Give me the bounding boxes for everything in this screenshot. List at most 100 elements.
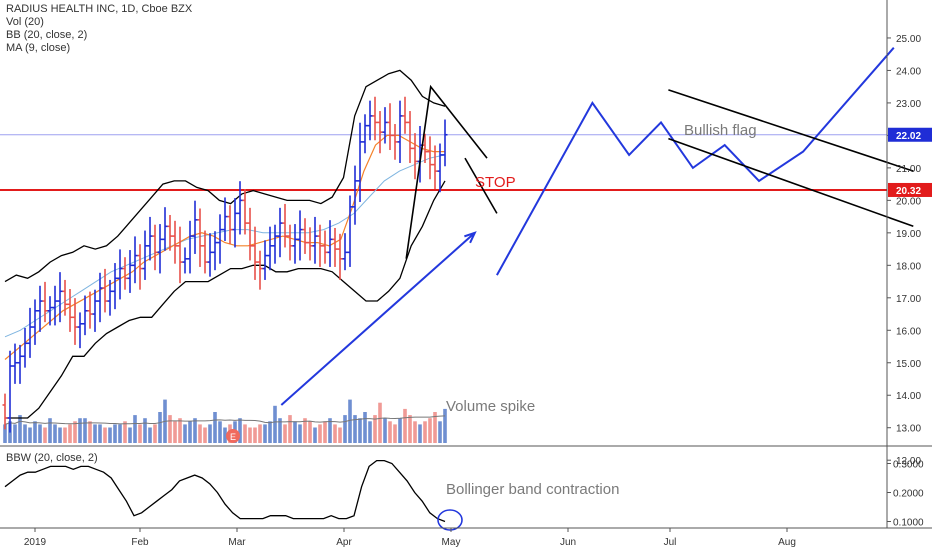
ohlc-bar — [252, 226, 258, 280]
bb-contraction-annotation: Bollinger band contraction — [446, 481, 619, 498]
bullish-flag-annotation: Bullish flag — [684, 122, 757, 139]
volume-bar — [208, 424, 212, 443]
bullish-flag-path — [496, 47, 895, 276]
volume-bar — [213, 412, 217, 443]
symbol-line: RADIUS HEALTH INC, 1D, Cboe BZX — [6, 3, 193, 15]
ohlc-bar — [22, 328, 28, 368]
ohlc-bar — [442, 119, 448, 167]
ohlc-bar — [217, 214, 223, 264]
volume-bar — [308, 421, 312, 443]
volume-bar — [263, 424, 267, 443]
ohlc-bar — [42, 281, 48, 323]
ohlc-bar — [267, 226, 273, 271]
trend-arrow-head — [464, 231, 477, 244]
legend-vol: Vol (20) — [6, 16, 44, 28]
ohlc-bar — [117, 249, 123, 300]
ohlc-bar — [2, 393, 8, 430]
price-tick-label: 24.00 — [896, 66, 921, 77]
bbw-tick-label: 0.3000 — [893, 460, 924, 471]
volume-bar — [313, 427, 317, 443]
last-price-box — [888, 127, 932, 142]
volume-bar — [388, 421, 392, 443]
volume-bar — [148, 427, 152, 443]
price-tick-label: 16.00 — [896, 326, 921, 337]
volume-bar — [178, 418, 182, 443]
volume-bar — [383, 418, 387, 443]
volume-bar — [93, 424, 97, 443]
ohlc-bar — [207, 233, 213, 277]
earnings-marker-label: E — [230, 432, 236, 442]
ohlc-bar — [92, 289, 98, 332]
volume-bar — [318, 424, 322, 443]
ohlc-bar — [192, 200, 198, 254]
ohlc-bar — [102, 268, 108, 313]
ohlc-bar — [222, 197, 228, 241]
ohlc-bar — [72, 298, 78, 345]
volume-bar — [223, 427, 227, 443]
stop-annotation: STOP — [475, 174, 516, 191]
price-channel-lower — [464, 157, 498, 214]
volume-bar — [373, 415, 377, 443]
ohlc-bar — [387, 103, 393, 151]
volume-bar — [188, 421, 192, 443]
volume-bar — [243, 424, 247, 443]
ohlc-bar — [362, 114, 368, 154]
volume-bar — [358, 418, 362, 443]
price-tick-label: 14.00 — [896, 391, 921, 402]
volume-bar — [273, 405, 277, 443]
volume-bar — [218, 421, 222, 443]
ohlc-bar — [347, 195, 353, 267]
earnings-marker — [226, 429, 240, 443]
volume-bar — [203, 427, 207, 443]
ohlc-bar — [187, 220, 193, 274]
volume-bar — [368, 421, 372, 443]
ohlc-bar — [402, 96, 408, 134]
time-tick-label: Jun — [560, 537, 576, 548]
ohlc-bar — [7, 350, 13, 433]
ohlc-bar — [52, 285, 58, 326]
ohlc-bar — [382, 107, 388, 144]
ohlc-bar — [342, 233, 348, 271]
price-tick-label: 25.00 — [896, 34, 921, 45]
volume-bar — [53, 424, 57, 443]
ohlc-bar — [62, 279, 68, 316]
volume-bar — [13, 424, 17, 443]
ohlc-bar — [352, 165, 358, 225]
volume-bar — [183, 424, 187, 443]
ohlc-bar — [17, 344, 23, 384]
volume-bar — [328, 418, 332, 443]
ohlc-bar — [12, 343, 18, 384]
volume-ma-line — [4, 415, 446, 425]
ohlc-bar — [412, 133, 418, 180]
volume-bar — [88, 421, 92, 443]
ohlc-bar — [162, 207, 168, 251]
volume-bar — [153, 424, 157, 443]
bbw-contraction-circle — [437, 509, 463, 531]
bbw-tick-label: 0.1000 — [893, 518, 924, 529]
last-price-label: 22.02 — [896, 131, 921, 142]
ohlc-bar — [172, 220, 178, 264]
volume-bar — [353, 415, 357, 443]
ohlc-bar — [407, 111, 413, 164]
ohlc-bar — [157, 224, 163, 274]
price-tick-label: 19.00 — [896, 229, 921, 240]
volume-bar — [288, 415, 292, 443]
ohlc-bar — [177, 226, 183, 284]
bbw-legend: BBW (20, close, 2) — [6, 452, 98, 464]
ohlc-bar — [337, 233, 343, 280]
volume-bar — [98, 424, 102, 443]
price-tick-label: 17.00 — [896, 294, 921, 305]
ohlc-bar — [327, 220, 333, 267]
price-tick-label: 21.00 — [896, 164, 921, 175]
ohlc-bar — [212, 231, 218, 271]
volume-bar — [418, 424, 422, 443]
volume-bar — [278, 418, 282, 443]
ohlc-bar — [437, 143, 443, 193]
volume-bar — [168, 415, 172, 443]
ohlc-bar — [277, 207, 283, 258]
volume-bar — [58, 427, 62, 443]
volume-bar — [428, 418, 432, 443]
